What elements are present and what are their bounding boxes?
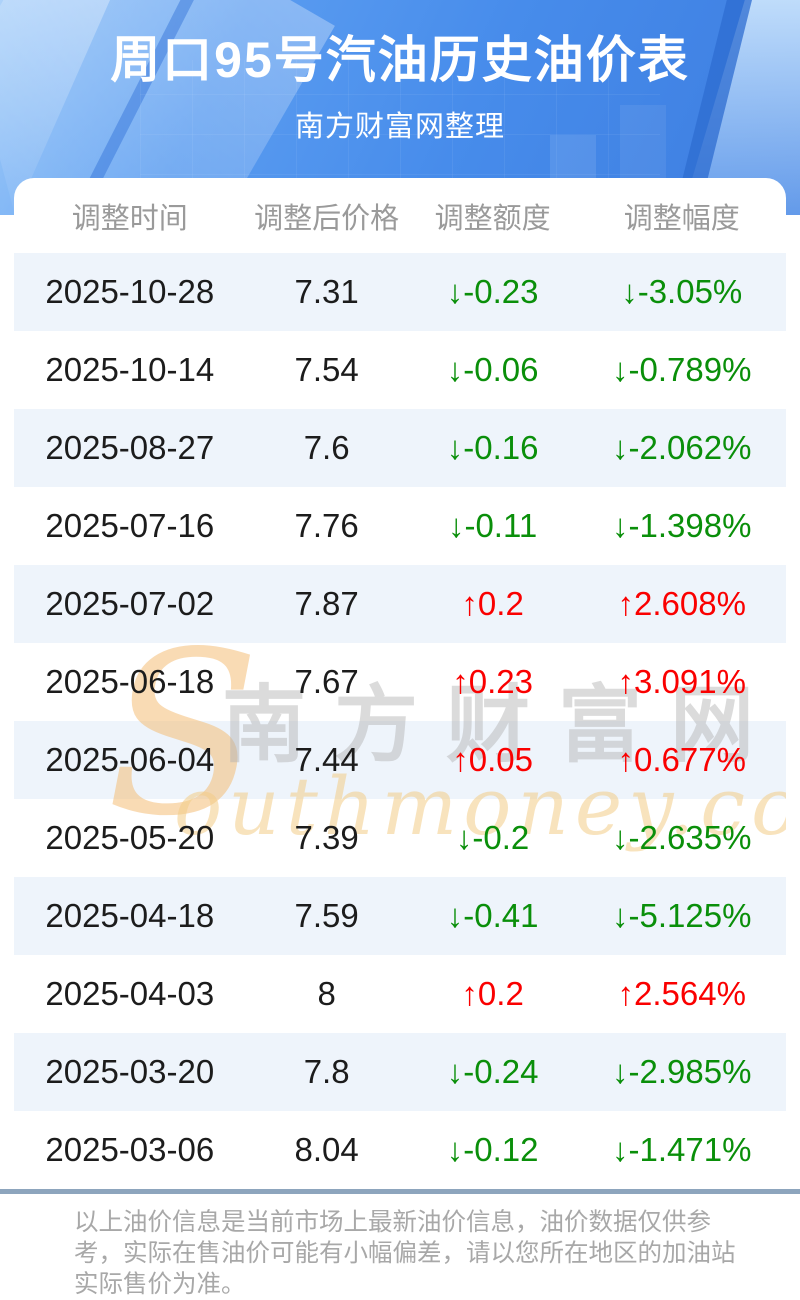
date-cell: 2025-08-27 <box>45 429 215 466</box>
price-cell: 7.76 <box>294 507 359 544</box>
change-cell: ↑0.2 <box>461 975 524 1012</box>
price-cell: 7.54 <box>294 351 359 388</box>
date-cell: 2025-03-06 <box>45 1131 215 1168</box>
date-cell: 2025-04-03 <box>45 975 215 1012</box>
change-cell: ↓-0.41 <box>446 897 539 934</box>
price-cell: 8.04 <box>294 1131 359 1168</box>
page-title: 周口95号汽油历史油价表 <box>110 32 690 88</box>
percent-cell: ↓-2.635% <box>612 819 752 856</box>
change-cell: ↑0.23 <box>452 663 533 700</box>
table-row: 2025-03-06 8.04 ↓-0.12 ↓-1.471% <box>14 1111 786 1189</box>
change-cell: ↓-0.16 <box>446 429 539 466</box>
date-cell: 2025-07-16 <box>45 507 215 544</box>
percent-cell: ↓-1.471% <box>612 1131 752 1168</box>
table-header-row: 调整时间 调整后价格 调整额度 调整幅度 <box>14 178 786 253</box>
change-cell: ↑0.2 <box>461 585 524 622</box>
change-cell: ↓-0.24 <box>446 1053 539 1090</box>
percent-cell: ↓-5.125% <box>612 897 752 934</box>
date-cell: 2025-10-14 <box>45 351 215 388</box>
date-cell: 2025-04-18 <box>45 897 215 934</box>
column-header-adjusted-price: 调整后价格 <box>254 202 400 235</box>
percent-cell: ↓-0.789% <box>612 351 752 388</box>
percent-cell: ↓-2.985% <box>612 1053 752 1090</box>
change-cell: ↓-0.06 <box>446 351 539 388</box>
table-row: 2025-10-14 7.54 ↓-0.06 ↓-0.789% <box>14 331 786 409</box>
date-cell: 2025-06-18 <box>45 663 215 700</box>
percent-cell: ↑2.564% <box>617 975 746 1012</box>
section-divider <box>0 1189 800 1194</box>
price-cell: 7.39 <box>294 819 359 856</box>
percent-cell: ↑2.608% <box>617 585 746 622</box>
column-header-adjust-amount: 调整额度 <box>434 202 551 235</box>
table-row: 2025-06-18 7.67 ↑0.23 ↑3.091% <box>14 643 786 721</box>
percent-cell: ↓-3.05% <box>621 273 743 310</box>
change-cell: ↓-0.23 <box>446 273 539 310</box>
price-cell: 7.59 <box>294 897 359 934</box>
table-row: 2025-07-02 7.87 ↑0.2 ↑2.608% <box>14 565 786 643</box>
date-cell: 2025-10-28 <box>45 273 215 310</box>
table-row: 2025-03-20 7.8 ↓-0.24 ↓-2.985% <box>14 1033 786 1111</box>
percent-cell: ↓-2.062% <box>612 429 752 466</box>
page-subtitle: 南方财富网整理 <box>294 111 505 143</box>
table-row: 2025-10-28 7.31 ↓-0.23 ↓-3.05% <box>14 253 786 331</box>
price-cell: 8 <box>317 975 336 1012</box>
date-cell: 2025-05-20 <box>45 819 215 856</box>
percent-cell: ↑0.677% <box>617 741 746 778</box>
price-cell: 7.8 <box>303 1053 350 1090</box>
change-cell: ↓-0.11 <box>447 507 538 544</box>
price-cell: 7.44 <box>294 741 359 778</box>
table-row: 2025-04-03 8 ↑0.2 ↑2.564% <box>14 955 786 1033</box>
date-cell: 2025-06-04 <box>45 741 215 778</box>
price-cell: 7.31 <box>294 273 359 310</box>
change-cell: ↓-0.12 <box>446 1131 539 1168</box>
table-row: 2025-05-20 7.39 ↓-0.2 ↓-2.635% <box>14 799 786 877</box>
date-cell: 2025-03-20 <box>45 1053 215 1090</box>
table-row: 2025-07-16 7.76 ↓-0.11 ↓-1.398% <box>14 487 786 565</box>
table-row: 2025-08-27 7.6 ↓-0.16 ↓-2.062% <box>14 409 786 487</box>
table-row: 2025-04-18 7.59 ↓-0.41 ↓-5.125% <box>14 877 786 955</box>
footer-disclaimer: 以上油价信息是当前市场上最新油价信息，油价数据仅供参考，实际在售油价可能有小幅偏… <box>74 1209 736 1298</box>
table-body: 2025-10-28 7.31 ↓-0.23 ↓-3.05% 2025-10-14 7.5… <box>14 253 786 1189</box>
change-cell: ↑0.05 <box>452 741 533 778</box>
price-table-card: 调整时间 调整后价格 调整额度 调整幅度 2025-10-28 7.31 ↓-0.2… <box>14 178 786 1189</box>
price-cell: 7.6 <box>303 429 350 466</box>
column-header-adjust-range: 调整幅度 <box>623 202 740 235</box>
percent-cell: ↑3.091% <box>617 663 746 700</box>
change-cell: ↓-0.2 <box>455 819 530 856</box>
price-cell: 7.67 <box>294 663 359 700</box>
column-header-adjust-time: 调整时间 <box>71 202 188 235</box>
table-row: 2025-06-04 7.44 ↑0.05 ↑0.677% <box>14 721 786 799</box>
percent-cell: ↓-1.398% <box>612 507 752 544</box>
date-cell: 2025-07-02 <box>45 585 215 622</box>
price-cell: 7.87 <box>294 585 359 622</box>
